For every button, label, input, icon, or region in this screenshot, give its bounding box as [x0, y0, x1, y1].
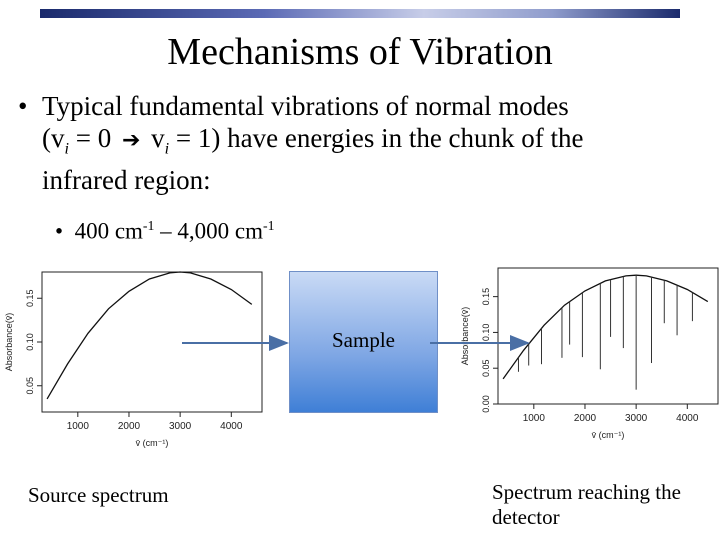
plot-frame — [41, 271, 263, 413]
range-exponent-1: -1 — [142, 218, 155, 233]
slide-title: Mechanisms of Vibration — [167, 31, 553, 73]
x-tick-label: 3000 — [169, 421, 192, 432]
vi-symbol-2: v — [151, 123, 165, 153]
range-exponent-2: -1 — [263, 218, 275, 233]
plot-frame — [497, 267, 719, 405]
y-tick-label: 0.15 — [25, 289, 35, 307]
y-tick-label: 0.10 — [25, 333, 35, 351]
x-tick-label: 4000 — [676, 413, 699, 424]
sample-box — [289, 271, 438, 413]
caption-detector-spectrum: Spectrum reaching the detector — [492, 480, 681, 529]
x-tick-label: 2000 — [574, 413, 597, 424]
source-spectrum-chart: 1000 2000 3000 4000 0.05 0.10 0.15 v̄ (cm⁻¹) Abs… — [4, 271, 263, 448]
x-tick-label: 4000 — [220, 421, 243, 432]
x-axis-label: v̄ (cm⁻¹) — [136, 438, 169, 448]
x-tick-label: 3000 — [625, 413, 648, 424]
detector-spectrum-chart: 1000 2000 3000 4000 0.00 0.05 0.10 0.15 v̄ (cm⁻¹… — [460, 267, 719, 440]
y-axis-label: Absorbance(v̄) — [4, 313, 14, 372]
x-axis-label: v̄ (cm⁻¹) — [592, 430, 625, 440]
caption-source-spectrum: Source spectrum — [28, 483, 169, 507]
y-tick-label: 0.05 — [481, 359, 491, 377]
subscript-i-2: i — [164, 139, 170, 158]
y-axis-label: Absorbance(v̄) — [460, 307, 470, 366]
series-line — [46, 271, 253, 400]
bullet-line-3: infrared region: — [42, 165, 211, 196]
y-tick-label: 0.10 — [481, 324, 491, 342]
range-start: 400 cm — [74, 218, 143, 244]
y-tick-label: 0.15 — [481, 288, 491, 306]
x-tick-label: 1000 — [523, 413, 546, 424]
sample-label: Sample — [332, 328, 395, 352]
x-tick-label: 2000 — [118, 421, 141, 432]
bullet-line-1: Typical fundamental vibrations of normal… — [42, 91, 569, 121]
bullet-range: • 400 cm-1 – 4,000 cm-1 — [55, 210, 275, 248]
x-tick-label: 1000 — [67, 421, 90, 432]
equals-zero: = 0 — [69, 123, 112, 153]
y-tick-label: 0.00 — [481, 395, 491, 413]
range-end: – 4,000 cm — [154, 218, 264, 244]
series-line — [502, 274, 709, 380]
title-decoration-bar — [40, 9, 680, 18]
bullet-line-2: (vi = 0 ➔ vi = 1) have energies in the c… — [42, 122, 708, 164]
subscript-i: i — [64, 139, 70, 158]
y-tick-label: 0.05 — [25, 377, 35, 395]
vi-symbol: (v — [42, 123, 65, 153]
right-arrow-icon: ➔ — [121, 128, 141, 153]
bullet-dot-2: • — [55, 218, 75, 244]
bullet-vibrations: • Typical fundamental vibrations of norm… — [18, 90, 708, 196]
equals-one-text: = 1) have energies in the chunk of the — [169, 123, 584, 153]
bullet-dot: • — [18, 91, 28, 121]
